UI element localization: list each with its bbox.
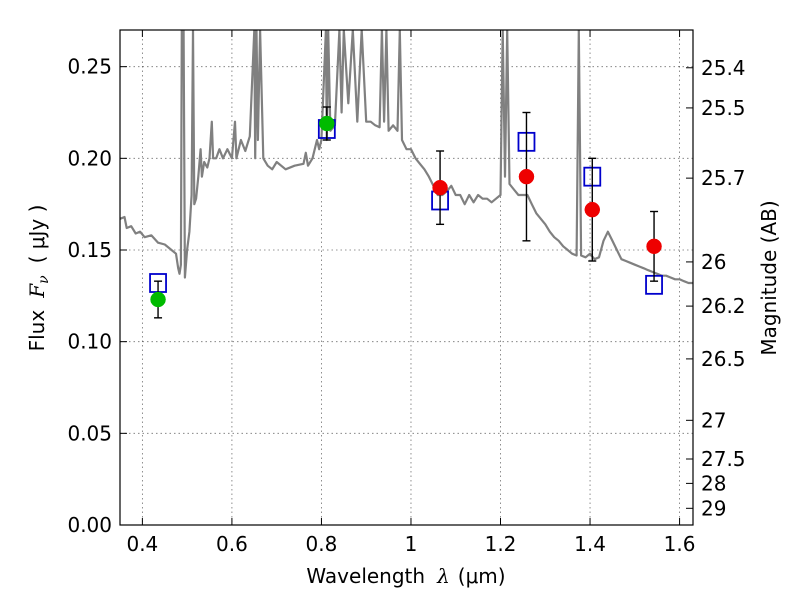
y2-tick-label: 25.7 [701,166,746,190]
axis-ticks: 0.4 0.6 0.8 1 1.2 1.4 1.6 0.00 0.05 0.10 0.15 0.20 0… [67,30,746,556]
x-tick-label: 0.4 [126,532,158,556]
y2-tick-label: 25.5 [701,96,746,120]
y-tick-label: 0.00 [67,513,112,537]
x-tick-label: 1.6 [664,532,696,556]
y-tick-label: 0.10 [67,330,112,354]
observed-flux-point [150,291,166,308]
y2-tick-label: 26.5 [701,347,746,371]
y2-tick-label: 28 [701,471,726,495]
plot-area [120,30,693,319]
y2-tick-label: 26.2 [701,294,746,318]
observed-flux-point [584,201,601,218]
y-tick-label: 0.25 [67,55,112,79]
y2-tick-label: 27 [701,408,726,432]
plot-frame [119,29,694,526]
observed-flux-point [319,115,335,132]
model-spectrum-line [120,30,693,285]
y2-tick-label: 26 [701,250,726,274]
x-tick-label: 0.6 [216,532,248,556]
x-tick-label: 1 [405,532,418,556]
y-tick-label: 0.15 [67,238,112,262]
x-tick-label: 1.2 [485,532,517,556]
y-axis-label: FluxFν( μJy ) [25,205,52,352]
observed-flux-point [646,238,662,255]
observed-flux-point [518,168,535,185]
y-tick-label: 0.05 [67,421,112,445]
y-tick-label: 0.20 [67,146,112,170]
x-tick-label: 0.8 [306,532,338,556]
y2-tick-label: 29 [701,496,726,520]
x-axis-label: Wavelength λ (μm) [306,564,505,588]
y2-tick-label: 27.5 [701,447,746,471]
y2-tick-label: 25.4 [701,56,746,80]
x-tick-label: 1.4 [574,532,606,556]
y2-axis-label: Magnitude (AB) [757,200,781,355]
observed-flux-point [432,179,448,196]
